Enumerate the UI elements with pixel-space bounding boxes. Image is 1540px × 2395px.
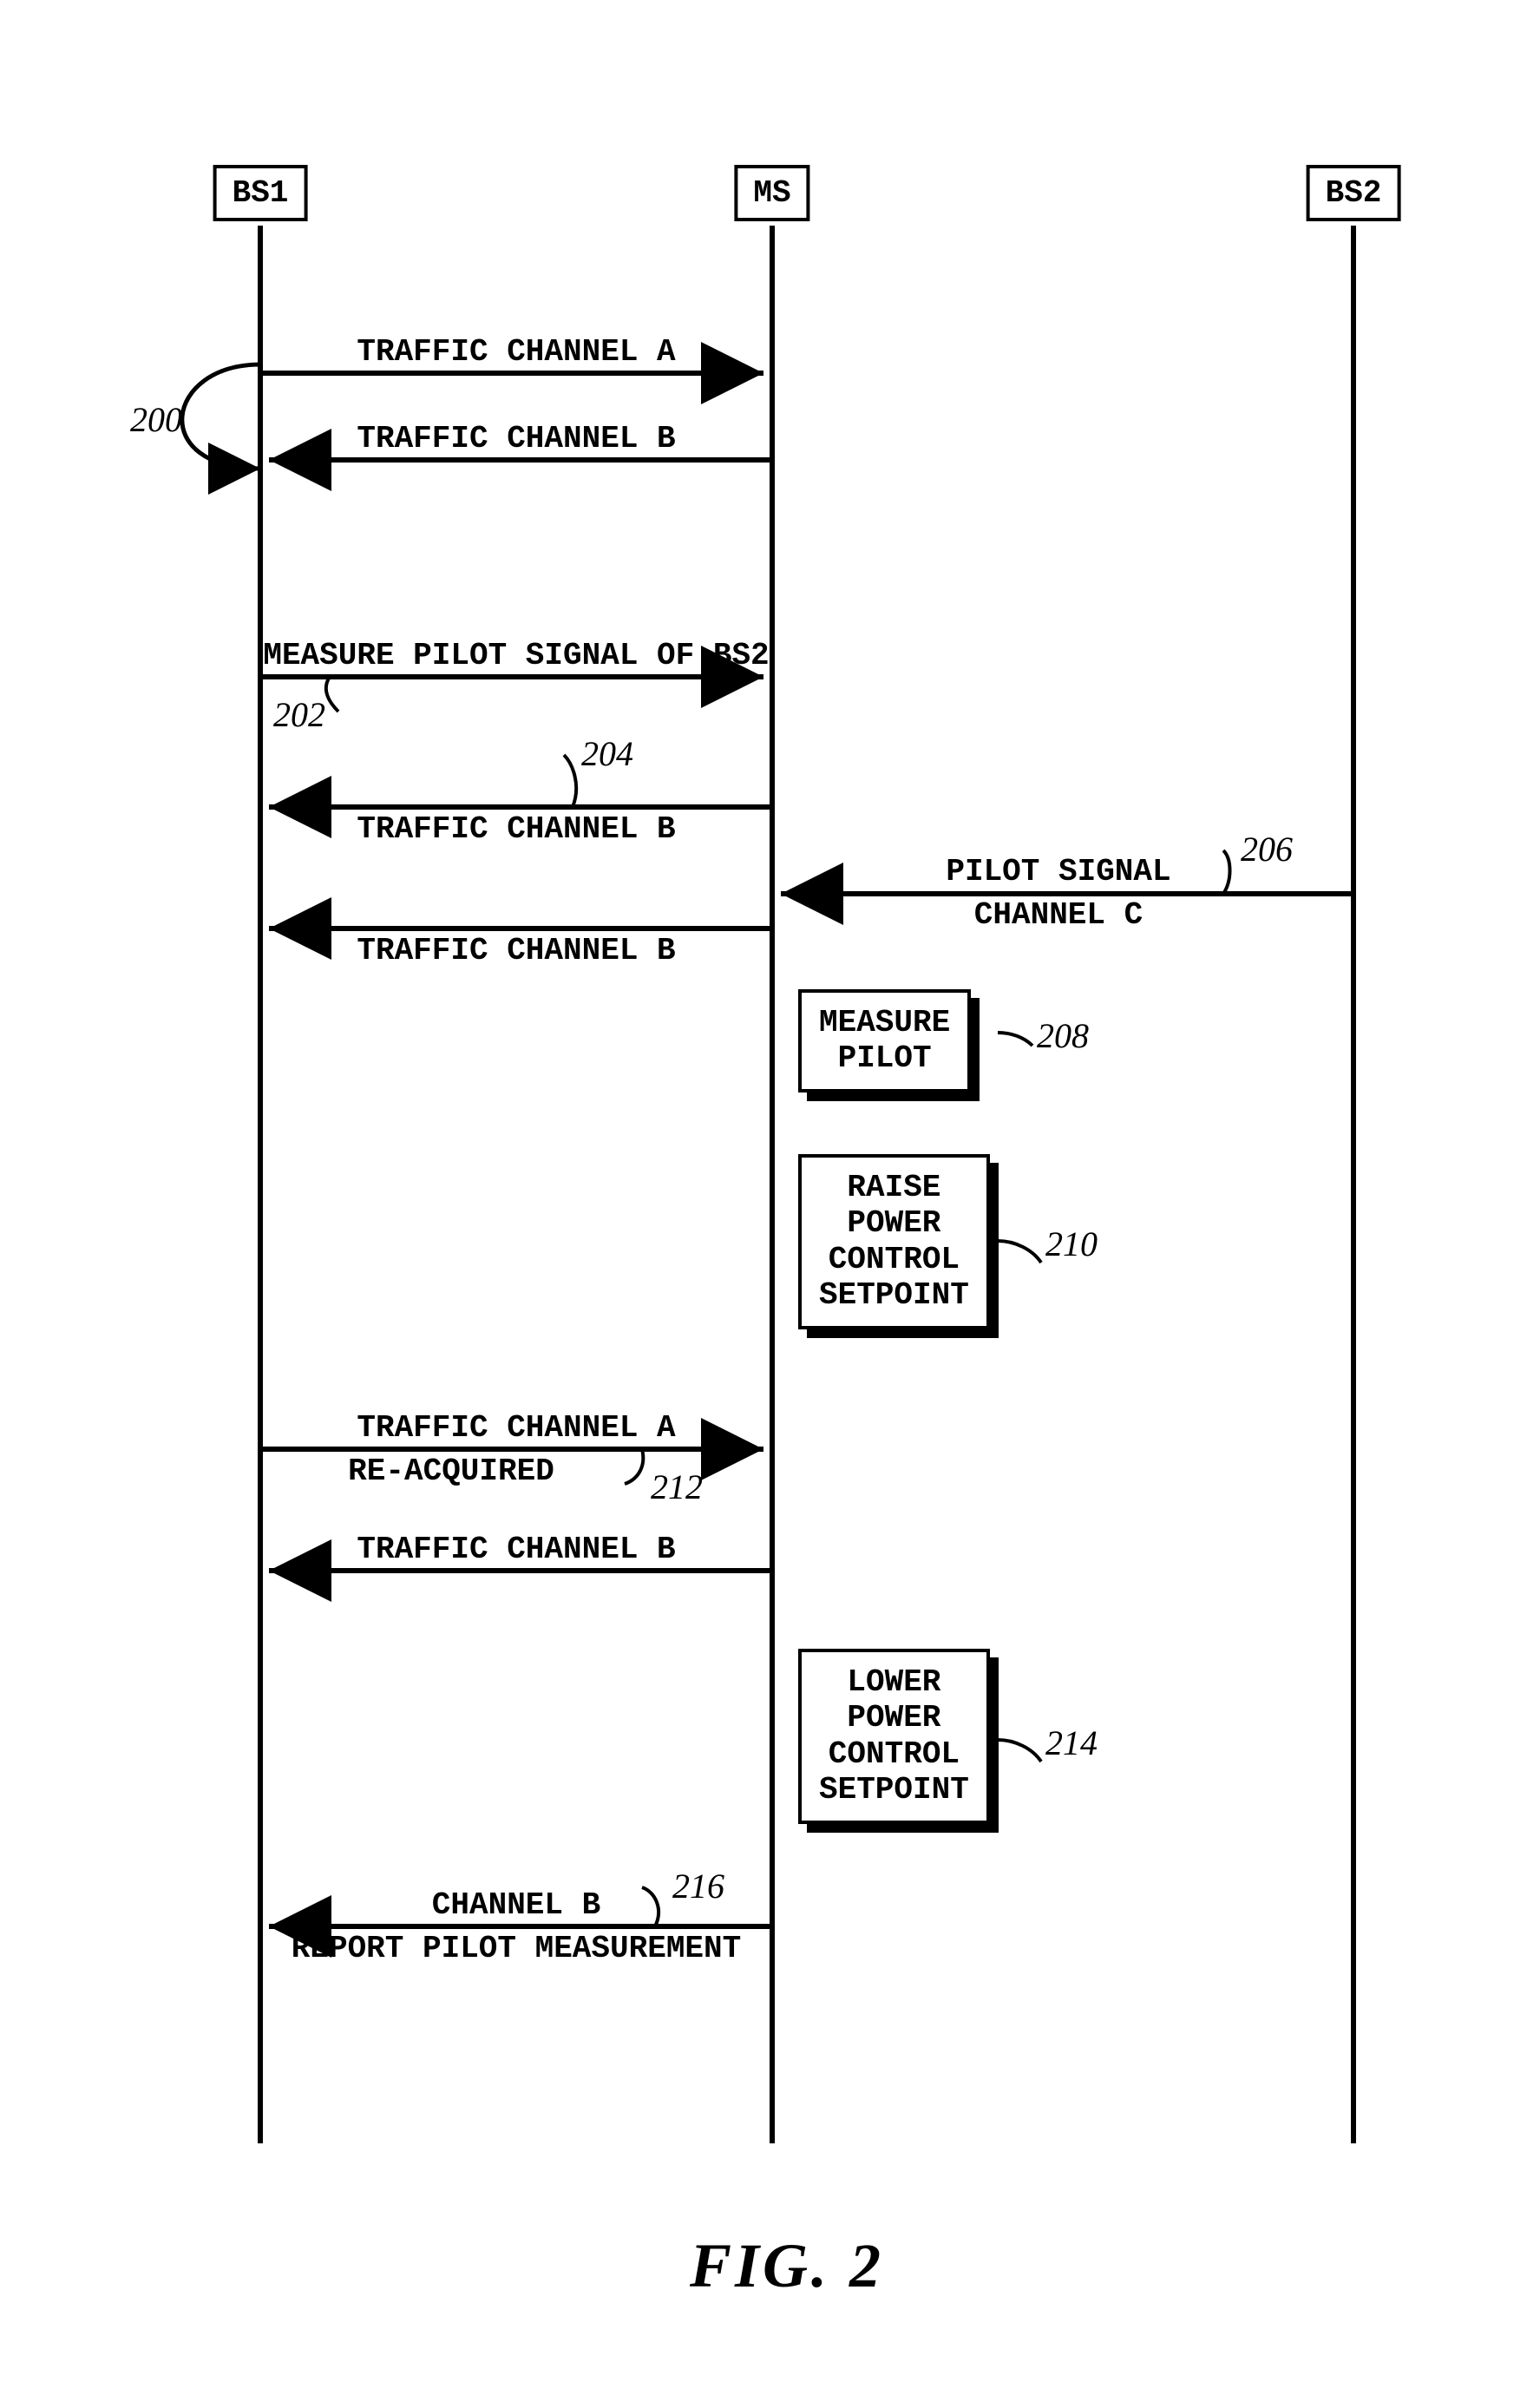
- label-m5-top: PILOT SIGNAL: [946, 854, 1170, 889]
- process-measure-pilot: MEASUREPILOT: [798, 989, 971, 1093]
- actor-bs1: BS1: [213, 165, 308, 221]
- label-m6: TRAFFIC CHANNEL B: [357, 933, 675, 968]
- ref-212: 212: [651, 1467, 703, 1507]
- ref-214: 214: [1045, 1722, 1098, 1763]
- ref-202: 202: [273, 694, 325, 735]
- figure-caption: FIG. 2: [690, 2230, 884, 2302]
- leader-214: [998, 1740, 1041, 1762]
- label-m8: TRAFFIC CHANNEL B: [357, 1532, 675, 1567]
- leader-204: [564, 755, 576, 807]
- label-m4: TRAFFIC CHANNEL B: [357, 811, 675, 847]
- diagram-svg: [17, 17, 1540, 2378]
- leader-216: [642, 1887, 659, 1926]
- ref-206: 206: [1241, 829, 1293, 869]
- ref-208: 208: [1037, 1015, 1089, 1056]
- actor-ms: MS: [734, 165, 809, 221]
- leader-212: [625, 1449, 643, 1484]
- label-m9-bot: REPORT PILOT MEASUREMENT: [292, 1931, 741, 1966]
- actor-bs2: BS2: [1307, 165, 1401, 221]
- label-m1: TRAFFIC CHANNEL A: [357, 334, 675, 370]
- label-m7-top: TRAFFIC CHANNEL A: [357, 1410, 675, 1446]
- leader-208: [998, 1033, 1032, 1046]
- label-m5-bot: CHANNEL C: [974, 897, 1143, 933]
- ref-216: 216: [672, 1866, 724, 1906]
- label-m9-top: CHANNEL B: [432, 1887, 600, 1923]
- leader-206: [1223, 850, 1230, 894]
- ref-204: 204: [581, 733, 633, 774]
- leader-210: [998, 1241, 1041, 1263]
- label-m2: TRAFFIC CHANNEL B: [357, 421, 675, 456]
- sequence-diagram: BS1 MS BS2 TRAFFIC CHANNEL A TRAFFIC CHA…: [17, 17, 1523, 2378]
- label-m7-bot: RE-ACQUIRED: [348, 1453, 554, 1489]
- label-m3: MEASURE PILOT SIGNAL OF BS2: [263, 638, 769, 673]
- self-loop-200: [182, 364, 260, 469]
- leader-202: [326, 677, 338, 712]
- process-raise-setpoint: RAISEPOWERCONTROLSETPOINT: [798, 1154, 990, 1329]
- ref-200: 200: [130, 399, 182, 440]
- process-lower-setpoint: LOWERPOWERCONTROLSETPOINT: [798, 1649, 990, 1824]
- ref-210: 210: [1045, 1224, 1098, 1264]
